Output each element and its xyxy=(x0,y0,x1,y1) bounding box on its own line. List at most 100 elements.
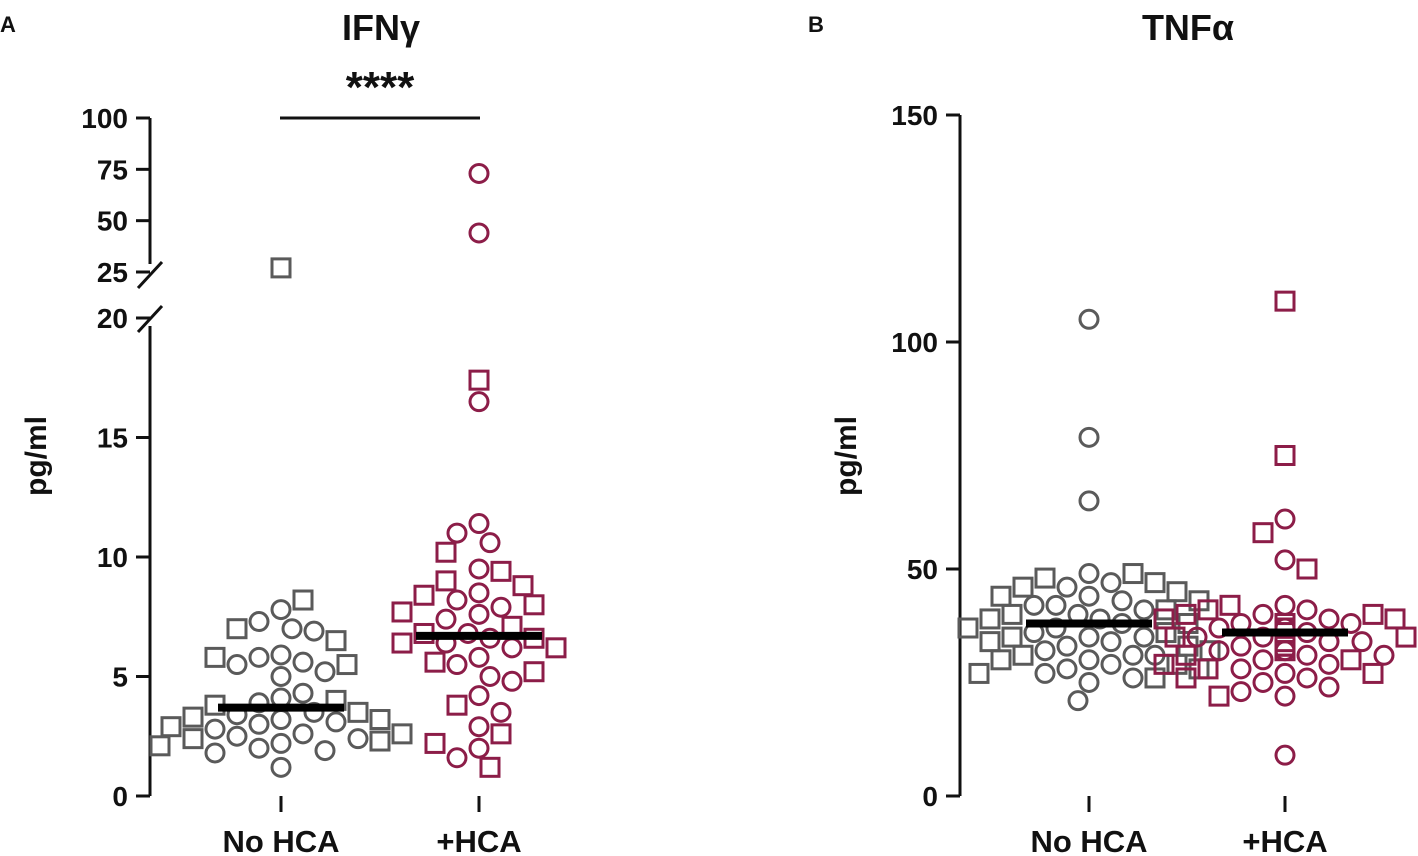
data-point-circle xyxy=(281,618,303,640)
panel-a-title: IFNγ xyxy=(342,7,420,48)
data-point-circle xyxy=(1230,635,1252,657)
data-point-square xyxy=(1001,603,1023,625)
data-point-square xyxy=(1166,581,1188,603)
data-point-circle xyxy=(446,654,468,676)
y-tick-label: 50 xyxy=(97,206,128,237)
data-point-square xyxy=(226,618,248,640)
data-point-square xyxy=(446,694,468,716)
data-point-square xyxy=(292,589,314,611)
data-point-square xyxy=(182,728,204,750)
data-point-square xyxy=(1122,563,1144,585)
data-point-square xyxy=(545,637,567,659)
data-point-circle xyxy=(1133,626,1155,648)
data-point-circle xyxy=(1230,681,1252,703)
data-point-circle xyxy=(226,654,248,676)
data-point-square xyxy=(468,369,490,391)
data-point-circle xyxy=(1340,612,1362,634)
data-point-circle xyxy=(479,532,501,554)
data-point-circle xyxy=(1351,631,1373,653)
data-point-circle xyxy=(446,747,468,769)
data-point-circle xyxy=(1045,594,1067,616)
data-point-circle xyxy=(468,513,490,535)
data-point-circle xyxy=(204,742,226,764)
data-point-circle xyxy=(1078,308,1100,330)
panel-b-points xyxy=(957,290,1417,766)
data-point-square xyxy=(1274,640,1296,662)
data-point-square xyxy=(347,701,369,723)
data-point-circle xyxy=(1078,563,1100,585)
data-point-circle xyxy=(1078,649,1100,671)
data-point-circle xyxy=(490,701,512,723)
data-point-square xyxy=(369,709,391,731)
data-point-circle xyxy=(1230,658,1252,680)
data-point-circle xyxy=(490,596,512,618)
data-point-square xyxy=(1175,667,1197,689)
data-point-square xyxy=(424,651,446,673)
panel-b-x-axis: No HCA +HCA xyxy=(1030,796,1328,856)
data-point-circle xyxy=(446,589,468,611)
data-point-circle xyxy=(1100,631,1122,653)
data-point-circle xyxy=(1274,662,1296,684)
data-point-square xyxy=(325,630,347,652)
data-point-circle xyxy=(1252,649,1274,671)
data-point-square xyxy=(490,723,512,745)
data-point-circle xyxy=(1089,608,1111,630)
data-point-circle xyxy=(1252,603,1274,625)
data-point-circle xyxy=(204,718,226,740)
data-point-circle xyxy=(248,611,270,633)
data-point-square xyxy=(391,601,413,623)
data-point-circle xyxy=(270,599,292,621)
y-tick-label: 150 xyxy=(891,100,938,131)
data-point-circle xyxy=(1056,658,1078,680)
data-point-circle xyxy=(501,637,523,659)
data-point-circle xyxy=(1100,653,1122,675)
y-tick-label: 0 xyxy=(922,781,938,812)
data-point-circle xyxy=(501,670,523,692)
panel-b-title: TNFα xyxy=(1142,7,1234,48)
data-point-square xyxy=(149,735,171,757)
data-point-square xyxy=(979,608,1001,630)
panel-b-y-axis: 0 50 100 150 xyxy=(891,100,962,812)
data-point-square xyxy=(968,662,990,684)
data-point-circle xyxy=(248,737,270,759)
data-point-square xyxy=(424,732,446,754)
data-point-circle xyxy=(270,732,292,754)
data-point-circle xyxy=(1318,676,1340,698)
data-point-square xyxy=(369,730,391,752)
data-point-square xyxy=(182,706,204,728)
data-point-circle xyxy=(303,620,325,642)
panel-b-label: B xyxy=(808,12,824,37)
data-point-square xyxy=(1296,558,1318,580)
data-point-circle xyxy=(314,740,336,762)
data-point-circle xyxy=(435,608,457,630)
data-point-circle xyxy=(1296,667,1318,689)
data-point-square xyxy=(979,631,1001,653)
x-tick-label: +HCA xyxy=(436,824,521,856)
data-point-square xyxy=(1362,662,1384,684)
data-point-square xyxy=(1175,603,1197,625)
data-point-circle xyxy=(1034,662,1056,684)
data-point-circle xyxy=(1133,599,1155,621)
data-point-square xyxy=(1384,608,1406,630)
panel-a-y-axis-label: pg/ml xyxy=(20,416,53,496)
y-tick-label: 20 xyxy=(97,303,128,334)
x-tick-label: +HCA xyxy=(1242,824,1327,856)
data-point-square xyxy=(1274,445,1296,466)
data-point-circle xyxy=(1186,626,1208,648)
data-point-circle xyxy=(468,558,490,580)
data-point-circle xyxy=(1078,585,1100,607)
data-point-square xyxy=(391,723,413,745)
data-point-circle xyxy=(1122,667,1144,689)
x-tick-label: No HCA xyxy=(222,824,339,856)
data-point-square xyxy=(1197,658,1219,680)
data-point-circle xyxy=(1078,626,1100,648)
panel-a-x-axis: No HCA +HCA xyxy=(222,796,522,856)
data-point-circle xyxy=(1045,617,1067,639)
data-point-circle xyxy=(468,391,490,413)
panel-a-y-axis: 0 5 10 15 20 25 50 75 100 xyxy=(81,103,164,812)
y-tick-label: 50 xyxy=(907,554,938,585)
x-tick-label: No HCA xyxy=(1030,824,1147,856)
data-point-square xyxy=(990,585,1012,607)
data-point-square xyxy=(435,541,457,563)
